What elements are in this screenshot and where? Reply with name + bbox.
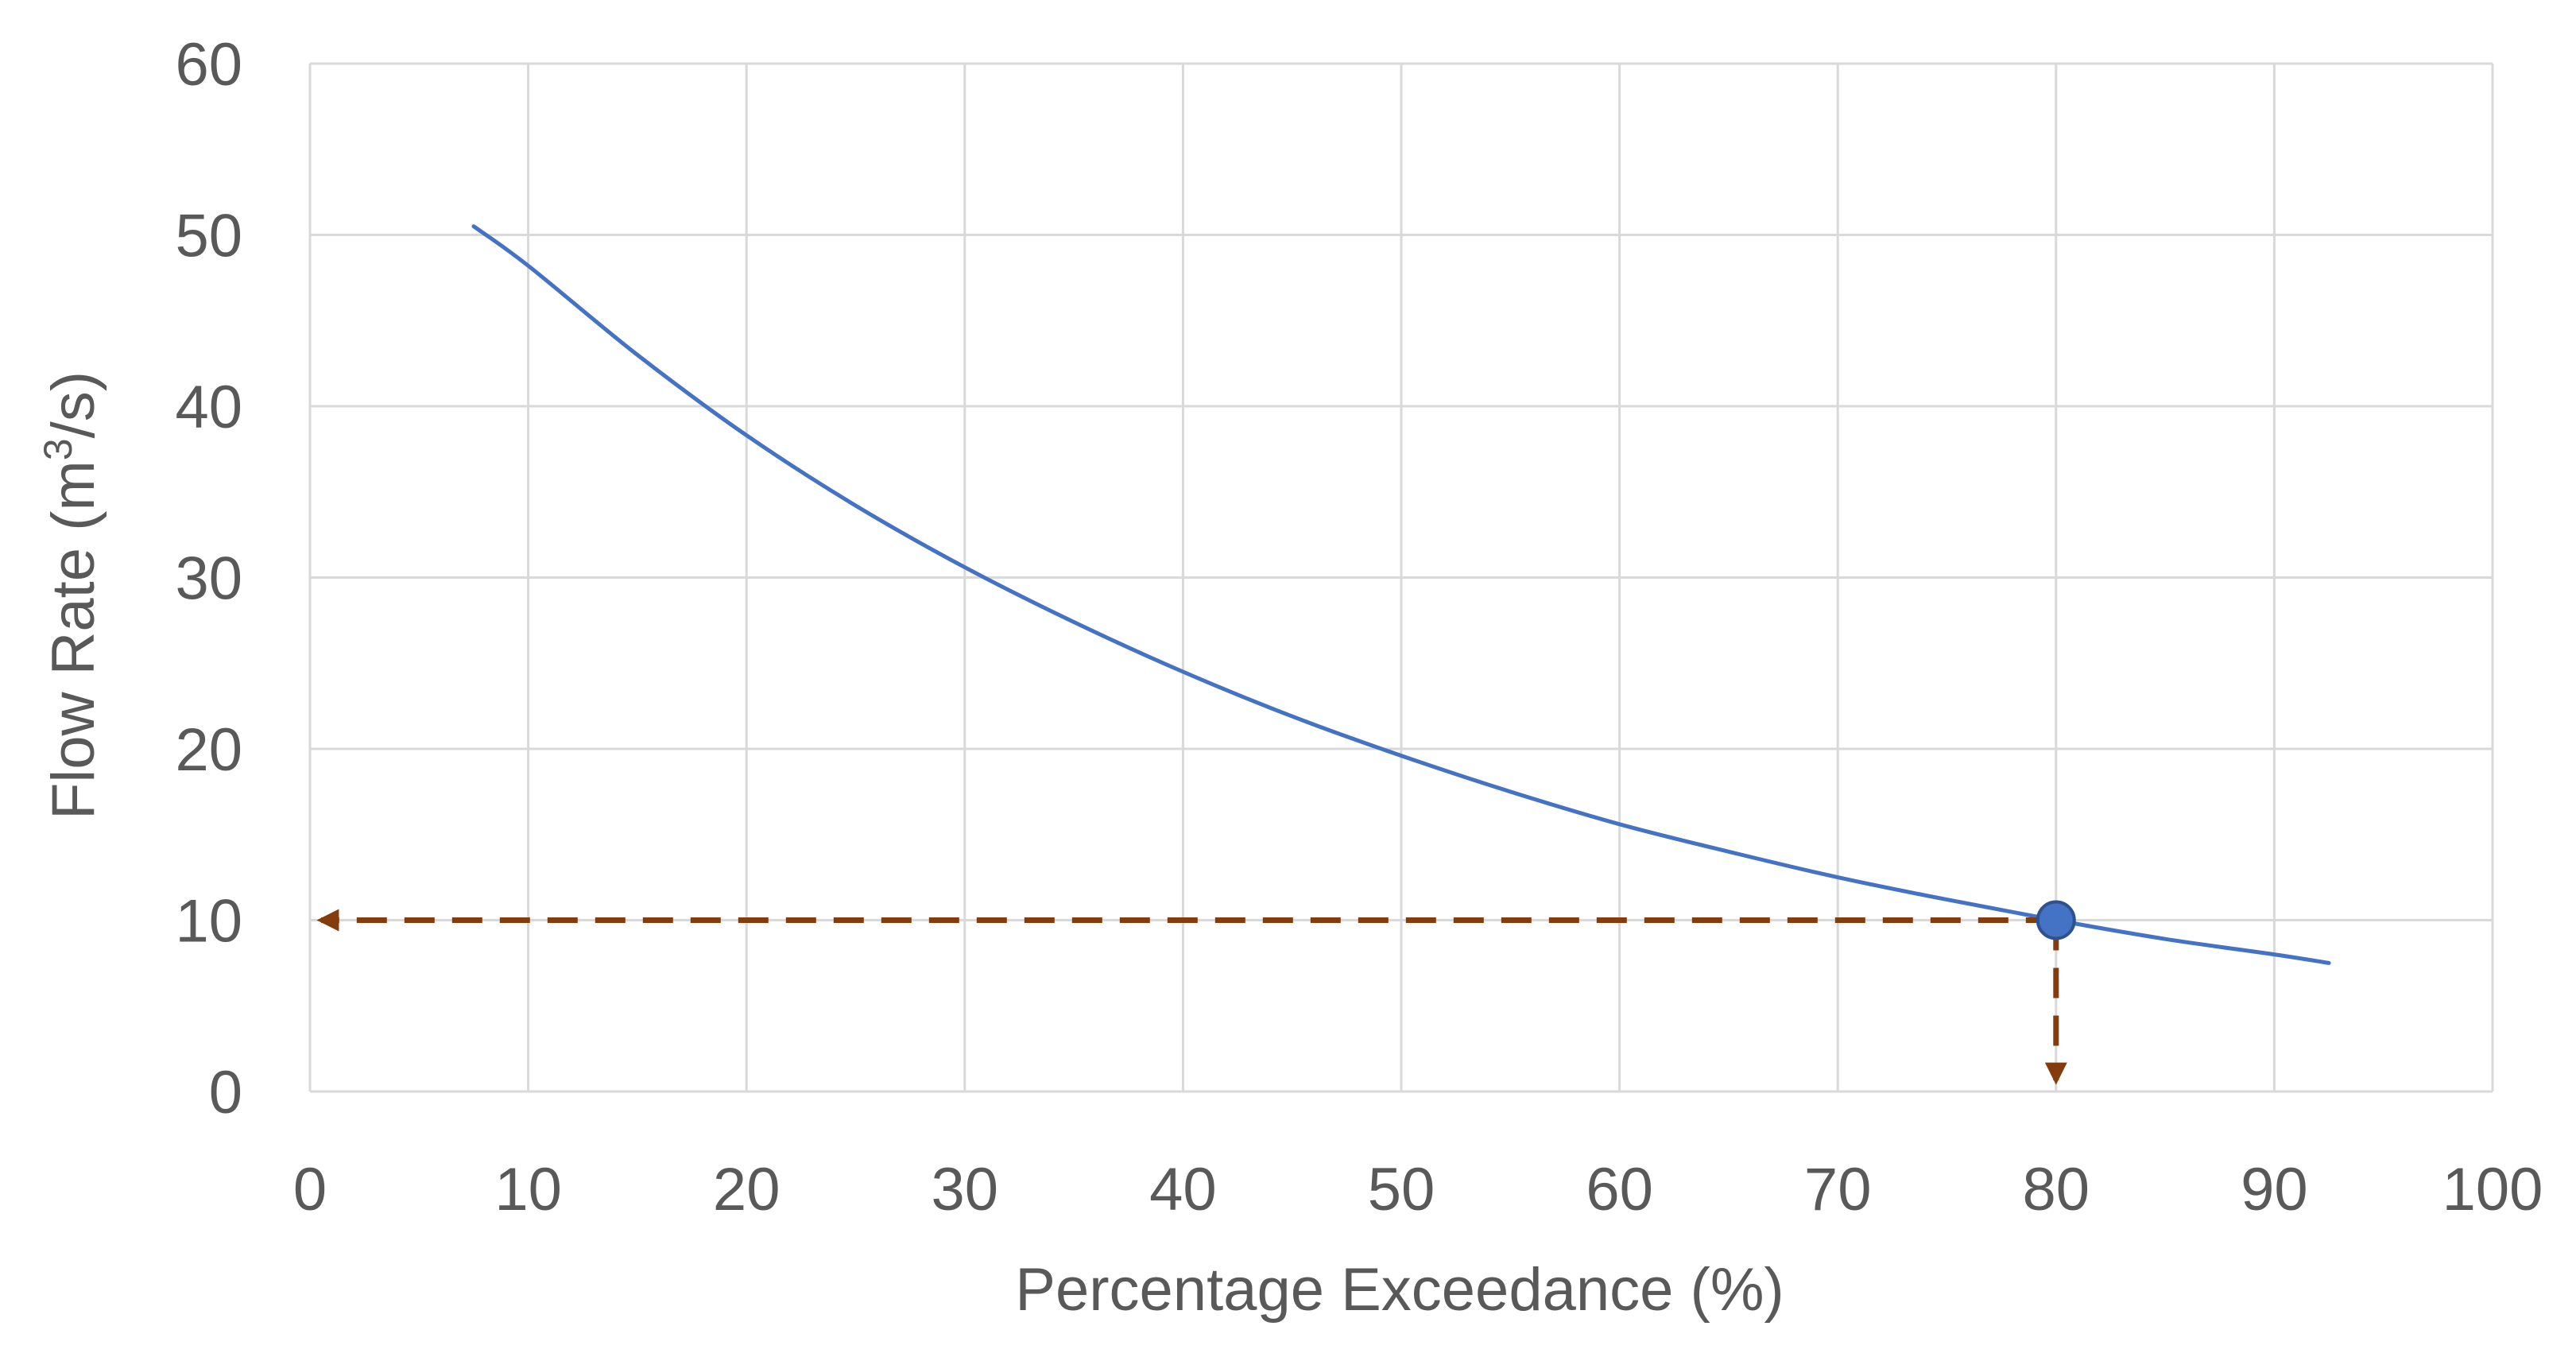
y-axis-title-superscript: 3 bbox=[36, 438, 80, 460]
reading-guides bbox=[316, 900, 2076, 1085]
x-tick-label-60: 60 bbox=[1586, 1156, 1653, 1223]
y-tick-label-30: 30 bbox=[175, 545, 242, 613]
x-tick-label-80: 80 bbox=[2023, 1156, 2090, 1223]
x-tick-label-100: 100 bbox=[2442, 1156, 2543, 1223]
x-tick-label-90: 90 bbox=[2241, 1156, 2308, 1223]
y-tick-label-60: 60 bbox=[175, 31, 242, 99]
y-axis-title-end: /s) bbox=[40, 371, 107, 438]
y-tick-label-0: 0 bbox=[209, 1059, 242, 1126]
y-tick-label-20: 20 bbox=[175, 716, 242, 784]
x-axis-tick-labels: 0 10 20 30 40 50 60 70 80 90 100 bbox=[293, 1156, 2543, 1223]
x-tick-label-70: 70 bbox=[1804, 1156, 1872, 1223]
x-tick-label-50: 50 bbox=[1368, 1156, 1435, 1223]
y-axis-title-main: Flow Rate (m bbox=[40, 460, 107, 820]
data-series bbox=[471, 224, 2331, 965]
highlight-point-marker bbox=[2036, 900, 2076, 940]
y-tick-label-10: 10 bbox=[175, 888, 242, 956]
y-axis-tick-labels: 0 10 20 30 40 50 60 bbox=[175, 31, 242, 1126]
y-axis-title: Flow Rate (m3/s) bbox=[36, 371, 107, 820]
x-tick-label-20: 20 bbox=[713, 1156, 781, 1223]
x-axis-title: Percentage Exceedance (%) bbox=[1015, 1256, 1784, 1324]
x-tick-label-10: 10 bbox=[494, 1156, 562, 1223]
x-tick-label-30: 30 bbox=[932, 1156, 999, 1223]
series-line-0 bbox=[471, 224, 2331, 965]
y-tick-label-40: 40 bbox=[175, 374, 242, 441]
x-tick-label-40: 40 bbox=[1149, 1156, 1217, 1223]
x-tick-label-0: 0 bbox=[293, 1156, 327, 1223]
y-tick-label-50: 50 bbox=[175, 203, 242, 270]
